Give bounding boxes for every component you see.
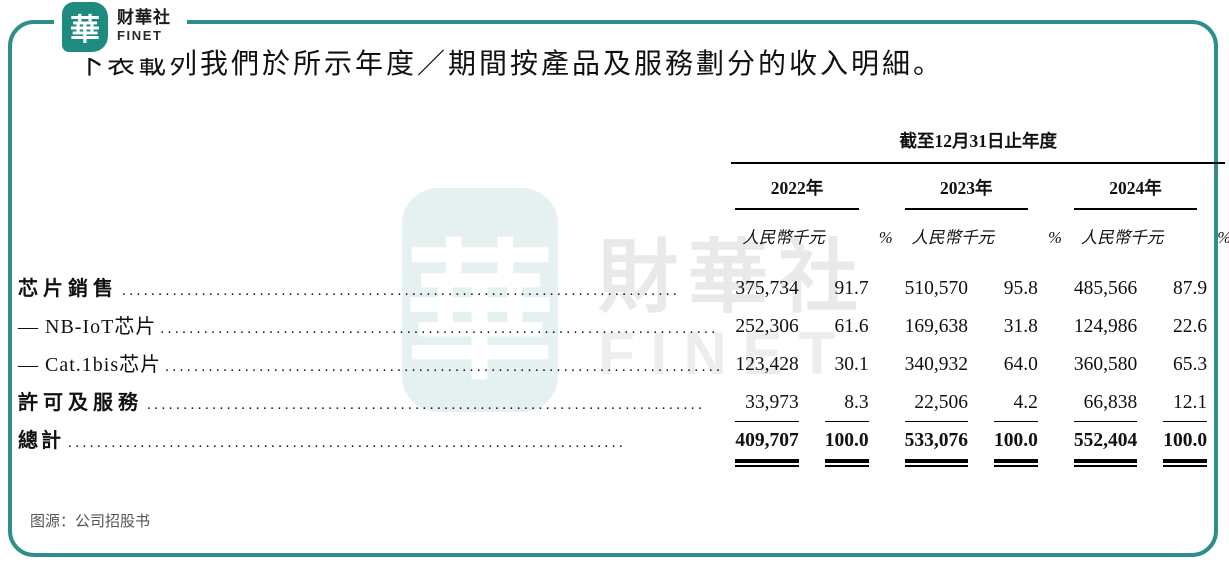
cell: 30.1 (834, 354, 869, 375)
seal-character: 華 (70, 14, 100, 47)
unit-label: 人民幣千元 (911, 228, 995, 247)
cell: 100.0 (994, 428, 1038, 467)
year-header-row: 2022年 2023年 2024年 2024年 2025年 (14, 164, 1229, 210)
cell: 169,638 (904, 316, 968, 337)
year-header-2023: 2023年 (904, 175, 1028, 210)
dot-leader (156, 316, 723, 342)
percent-label: % (1163, 210, 1229, 248)
row-chip-sales: 芯片銷售 375,734 91.7 510,570 95.8 485,566 8… (14, 276, 1229, 314)
dot-leader (161, 354, 723, 380)
cell: 485,566 (1073, 278, 1138, 299)
dot-leader (64, 430, 723, 456)
row-label: — Cat.1bis芯片 (18, 354, 162, 376)
cell: 22,506 (904, 390, 968, 422)
revenue-table: 截至12月31日止年度 截至6月30日止六個月 2022年 2023年 2024… (14, 122, 1229, 480)
row-label: 芯片銷售 (18, 278, 118, 300)
cell: 124,986 (1073, 316, 1138, 337)
source-caption: 图源：公司招股书 (30, 513, 151, 530)
cell: 66,838 (1073, 390, 1138, 422)
unit-header-row: 人民幣千元 % 人民幣千元 % 人民幣千元 % 人民幣千元 % 人民幣千元 % (14, 210, 1229, 248)
cell: 100.0 (1163, 428, 1208, 467)
row-licensing-services: 許可及服務 33,973 8.3 22,506 4.2 66,838 12.1 … (14, 390, 1229, 428)
cell: 375,734 (735, 278, 799, 299)
row-nbiot-chips: — NB-IoT芯片 252,306 61.6 169,638 31.8 124… (14, 314, 1229, 352)
row-total: 總計 409,707 100.0 533,076 100.0 552,404 1… (14, 428, 1229, 480)
cell: 87.9 (1173, 278, 1208, 299)
finet-logo: 華 财華社 FINET (54, 0, 187, 58)
finet-seal-icon: 華 (62, 2, 108, 52)
brand-name-cn: 财華社 (117, 8, 171, 27)
dot-leader (143, 392, 723, 418)
cell: 91.7 (834, 278, 869, 299)
cell: 64.0 (1003, 354, 1038, 375)
cell: 65.3 (1173, 354, 1208, 375)
page-title: 下表載列我們於所示年度／期間按產品及服務劃分的收入明細。 (76, 49, 945, 80)
cell: 340,932 (904, 354, 968, 375)
group-header-annual: 截至12月31日止年度 (731, 128, 1226, 164)
cell: 123,428 (735, 354, 799, 375)
year-header-2024: 2024年 (1073, 175, 1198, 210)
teal-frame (8, 20, 1218, 557)
row-cat1bis-chips: — Cat.1bis芯片 123,428 30.1 340,932 64.0 3… (14, 352, 1229, 390)
unit-label: 人民幣千元 (1080, 228, 1164, 247)
cell: 33,973 (735, 390, 799, 422)
brand-text: 财華社 FINET (117, 2, 171, 43)
cell: 8.3 (824, 390, 869, 422)
group-header-row: 截至12月31日止年度 截至6月30日止六個月 (14, 122, 1229, 164)
cell: 409,707 (735, 428, 800, 467)
cell: 360,580 (1073, 354, 1138, 375)
cell: 61.6 (834, 316, 869, 337)
row-label: — NB-IoT芯片 (18, 316, 157, 338)
cell: 31.8 (1003, 316, 1038, 337)
row-label: 總計 (18, 430, 64, 452)
dot-leader (118, 278, 723, 304)
cell: 510,570 (904, 278, 968, 299)
cell: 95.8 (1003, 278, 1038, 299)
percent-label: % (878, 228, 893, 247)
cell: 252,306 (735, 316, 799, 337)
cell: 4.2 (994, 390, 1038, 422)
cell: 100.0 (824, 428, 869, 467)
unit-label: 人民幣千元 (742, 228, 825, 247)
year-header-2022: 2022年 (735, 175, 859, 210)
percent-label: % (1048, 228, 1062, 247)
cell: 22.6 (1173, 316, 1208, 337)
cell: 533,076 (904, 428, 969, 467)
brand-name-en: FINET (117, 27, 163, 43)
row-label: 許可及服務 (18, 392, 143, 414)
cell: 12.1 (1163, 390, 1208, 422)
cell: 552,404 (1073, 428, 1138, 467)
unaudited-note-row: (未經審核) (14, 248, 1229, 276)
